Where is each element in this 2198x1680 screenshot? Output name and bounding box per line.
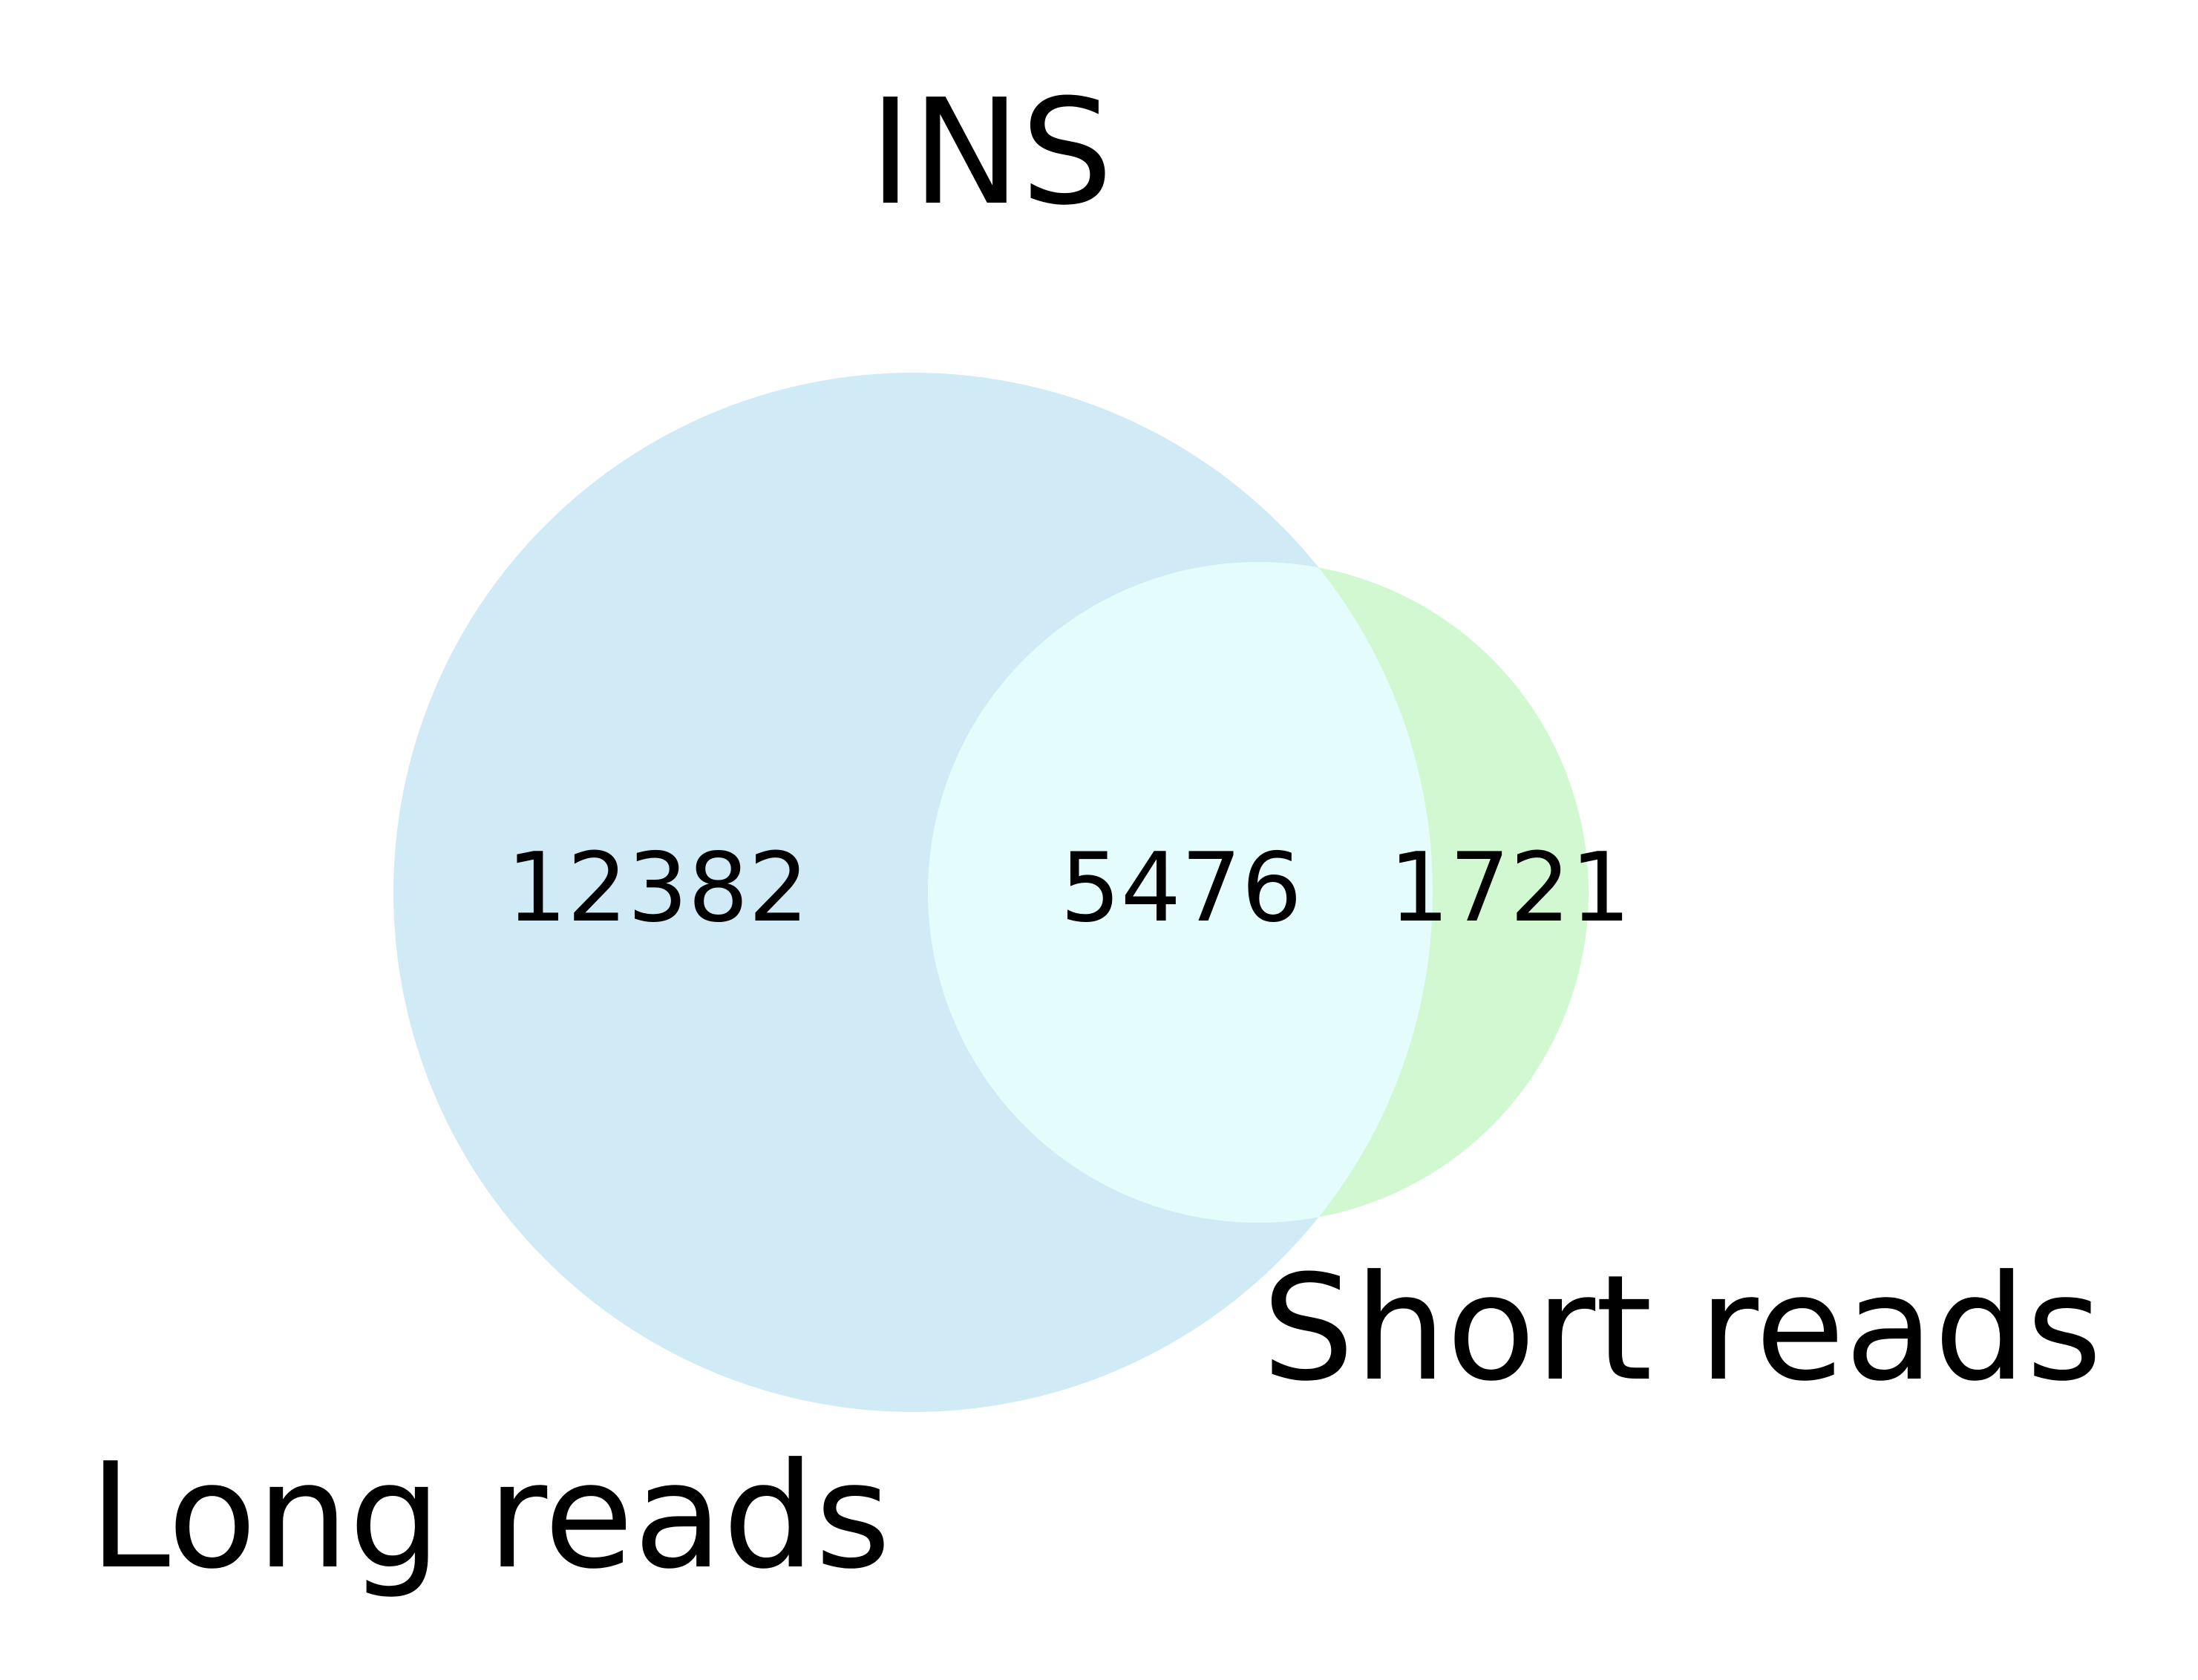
- diagram-title: INS: [869, 68, 1113, 238]
- long-reads-label: Long reads: [89, 1432, 891, 1601]
- long-reads-only-count: 12382: [506, 833, 808, 944]
- short-reads-label: Short reads: [1262, 1244, 2102, 1413]
- short-reads-only-count: 1721: [1389, 833, 1631, 944]
- overlap-count: 5476: [1060, 833, 1302, 944]
